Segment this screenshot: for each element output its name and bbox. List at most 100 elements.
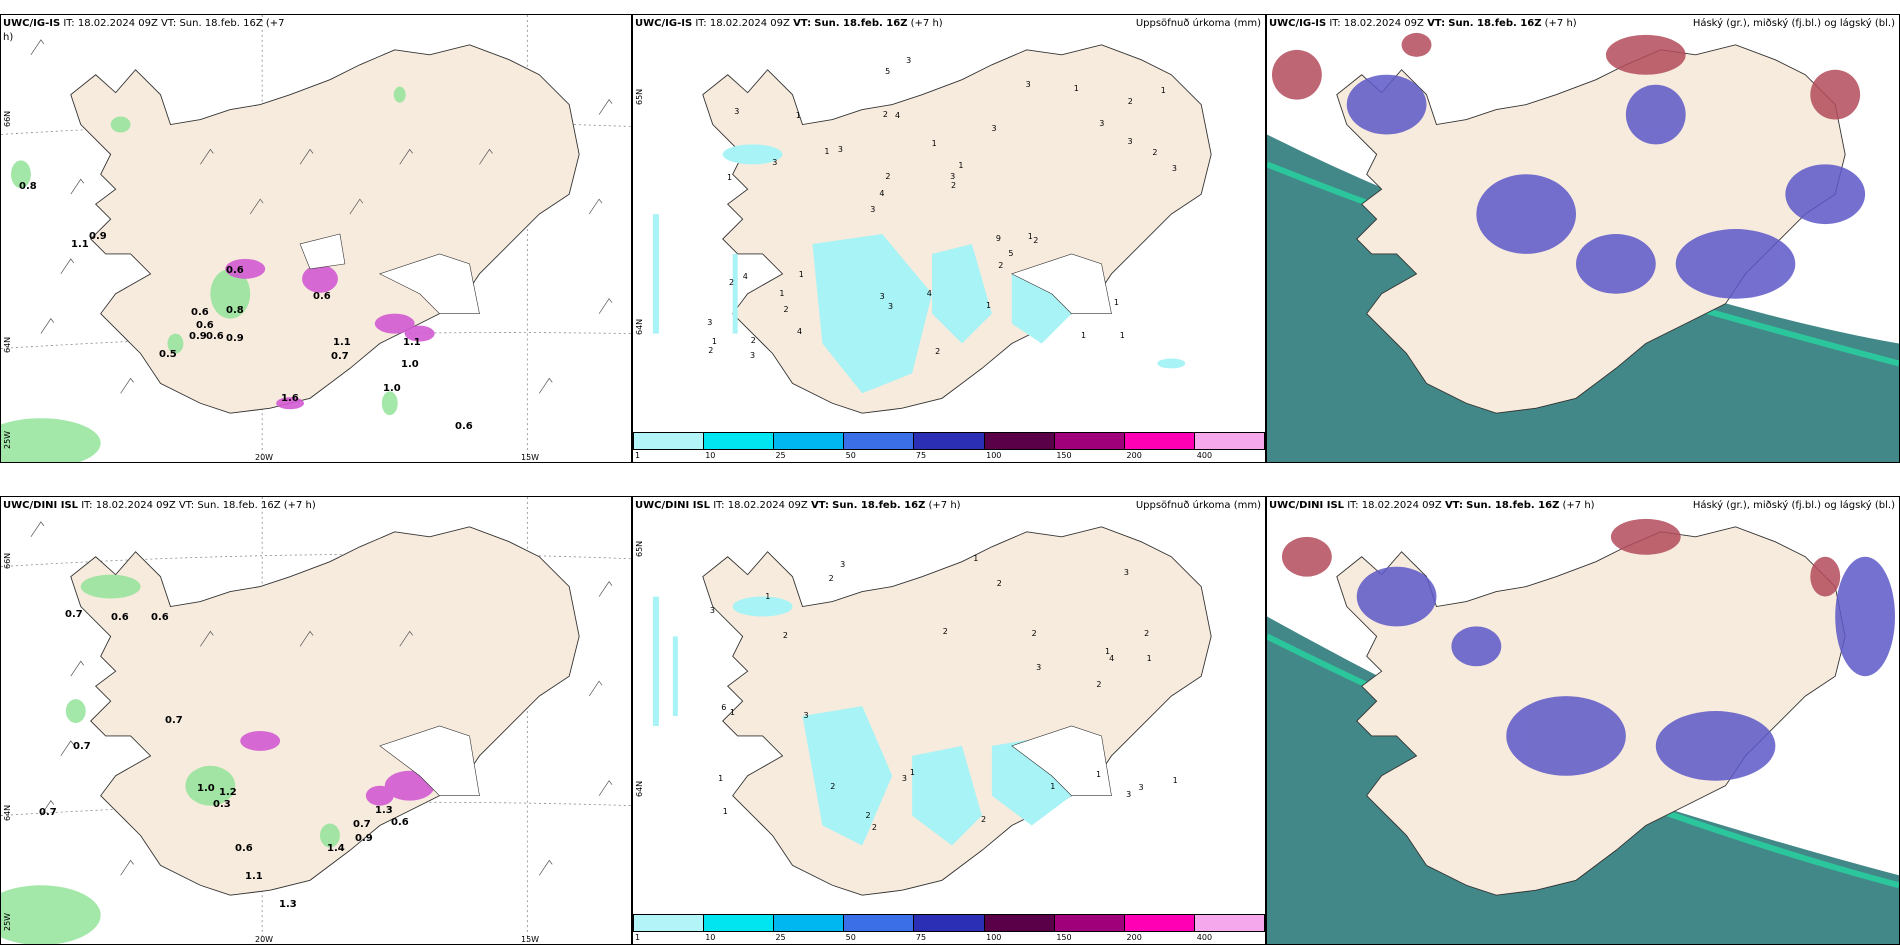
- precip-value: 1: [711, 337, 718, 347]
- precip-value: 1.0: [197, 783, 215, 794]
- precip-value: 3: [1138, 783, 1144, 793]
- precip-value: 2: [942, 626, 948, 636]
- colorbar-cell: [1194, 433, 1264, 449]
- precip-value: 0.8: [19, 181, 37, 192]
- precip-value: 2: [865, 811, 871, 821]
- precip-title: Uppsöfnuð úrkoma (mm): [1135, 500, 1261, 511]
- colorbar-tick-label: 25: [775, 933, 786, 942]
- precip-value: 0.6: [111, 612, 129, 623]
- precip-value: 1: [1073, 83, 1079, 93]
- precip-value: 2: [1096, 679, 1102, 689]
- precip-value: 1: [985, 300, 992, 310]
- colorbar-tick-label: 1: [635, 451, 641, 460]
- colorbar-tick-label: 150: [1056, 933, 1072, 942]
- precip-value: 4: [1109, 654, 1115, 664]
- precip-value: 1.3: [375, 805, 393, 816]
- precip-value: 1: [1160, 86, 1166, 96]
- precip-value: 0.6: [196, 320, 214, 331]
- precip-value: 2: [729, 277, 735, 287]
- cloud-header-igis: UWC/IG-IS IT: 18.02.2024 09Z VT: Sun. 18…: [1269, 18, 1895, 29]
- colorbar-cell: [984, 433, 1055, 449]
- colorbar-tick-label: 10: [705, 933, 716, 942]
- lon-label-15w: 15W: [521, 453, 540, 462]
- colorbar-cell: [704, 433, 775, 449]
- precip-value: 1.3: [279, 899, 297, 910]
- precip-value: 3: [709, 605, 715, 615]
- precip-value: 0.9: [355, 833, 373, 844]
- precip-value: 1: [973, 554, 979, 564]
- precip-value: 4: [926, 289, 932, 299]
- precip-value: 1: [931, 139, 937, 149]
- precip-value: 3: [901, 773, 907, 783]
- precip-value: 1.1: [71, 239, 89, 250]
- precip-value: 3: [1025, 79, 1031, 89]
- lat-label-64n: 64N: [635, 780, 644, 797]
- lat-label-65n: 65N: [635, 540, 644, 557]
- precip-value: 1: [1050, 782, 1056, 792]
- colorbar-ticks: 1 10 25 50 75 100 150 200 400: [633, 933, 1265, 943]
- lat-label-66n: 66N: [3, 552, 12, 569]
- precip-header-dini: UWC/DINI ISL IT: 18.02.2024 09Z VT: Sun.…: [635, 500, 1261, 511]
- precip-value: 1.0: [401, 359, 419, 370]
- colorbar-cells: [633, 432, 1265, 450]
- precip-value: 1: [909, 767, 915, 777]
- precip-value: 2: [882, 109, 888, 119]
- cloud-header-dini: UWC/DINI ISL IT: 18.02.2024 09Z VT: Sun.…: [1269, 500, 1895, 511]
- precip-value: 1: [726, 173, 733, 183]
- colorbar-tick-label: 400: [1196, 451, 1213, 460]
- colorbar-tick-label: 1: [635, 933, 641, 942]
- precip-value: 1.1: [245, 871, 263, 882]
- precip-value: 3: [1099, 119, 1105, 129]
- iceland-land: [70, 44, 580, 414]
- colorbar-cell: [844, 433, 915, 449]
- wind-panel-dini: UWC/DINI ISL IT: 18.02.2024 09Z VT: Sun.…: [0, 496, 632, 945]
- lon-label-20w: 20W: [255, 935, 274, 944]
- precip-value: 1: [765, 591, 771, 601]
- wind-panel-igis: UWC/IG-IS IT: 18.02.2024 09Z VT: Sun. 18…: [0, 14, 632, 463]
- colorbar-tick-label: 10: [705, 451, 716, 460]
- precip-value: 0.6: [455, 421, 473, 432]
- precip-value: 2: [885, 171, 891, 181]
- precip-value: 3: [906, 55, 912, 65]
- precip-value: 1: [958, 160, 964, 170]
- precip-value: 0.7: [39, 807, 57, 818]
- colorbar-cell: [1194, 915, 1264, 931]
- colorbar-tick-label: 75: [915, 933, 927, 942]
- precip-value: 2: [783, 305, 789, 315]
- precip-value: 1: [729, 707, 735, 717]
- precip-value: 5: [885, 67, 891, 77]
- colorbar-cell: [914, 433, 985, 449]
- wind-header-igis: UWC/IG-IS IT: 18.02.2024 09Z VT: Sun. 18…: [3, 18, 285, 43]
- precip-value: 4: [797, 326, 803, 336]
- precip-value: 0.7: [331, 351, 349, 362]
- precip-value: 2: [1031, 629, 1037, 639]
- precip-value: 1.6: [281, 393, 299, 404]
- precip-value: 0.7: [353, 819, 371, 830]
- colorbar-tick-label: 50: [845, 451, 856, 460]
- precip-value: 2: [981, 815, 987, 825]
- wind-header-dini: UWC/DINI ISL IT: 18.02.2024 09Z VT: Sun.…: [3, 500, 316, 511]
- precip-value: 1: [1113, 298, 1119, 308]
- precip-value: 0.9: [189, 331, 207, 342]
- precip-value: 0.9: [89, 231, 107, 242]
- precip-value: 2: [950, 180, 957, 190]
- precip-value: 1: [1095, 770, 1102, 780]
- precip-value: 1: [795, 111, 801, 120]
- precip-value: 2: [871, 823, 877, 833]
- colorbar-tick-label: 150: [1056, 451, 1072, 460]
- colorbar-cell: [984, 915, 1055, 931]
- precip-map-igis: [652, 44, 1212, 414]
- precip-value: 1.0: [383, 383, 401, 394]
- precip-value: 3: [1036, 663, 1042, 673]
- precip-value: 1: [824, 147, 830, 157]
- precip-value: 0.7: [165, 715, 183, 726]
- precip-value: 2: [782, 631, 788, 641]
- colorbar-cell: [1124, 915, 1195, 931]
- colorbar-cell: [634, 915, 705, 931]
- precip-value: 3: [879, 291, 885, 301]
- precip-value: 0.6: [151, 612, 169, 623]
- colorbar-cell: [704, 915, 775, 931]
- cloud-title: Háský (gr.), miðský (fj.bl.) og lágský (…: [1692, 500, 1895, 511]
- precip-value: 2: [1144, 628, 1150, 638]
- precip-value: 3: [950, 172, 956, 182]
